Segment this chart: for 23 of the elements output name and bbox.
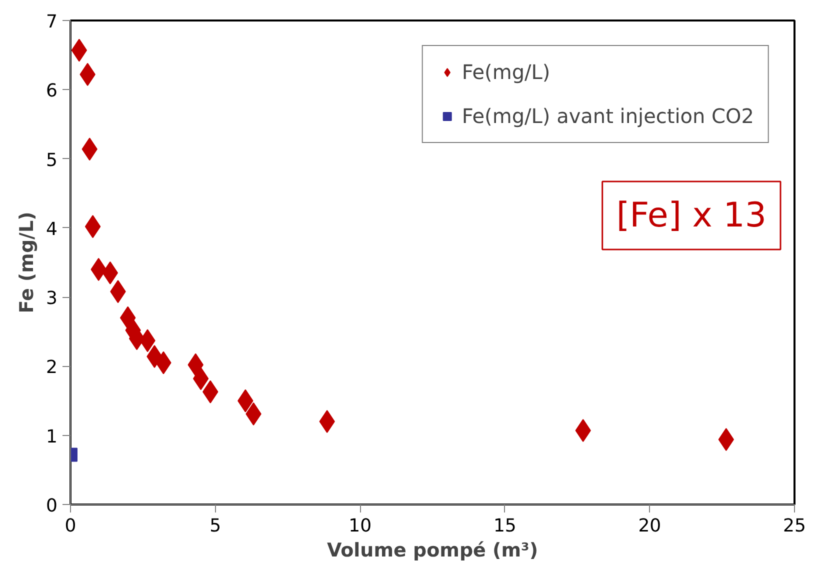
y-tick-label: 5 (46, 150, 58, 171)
x-tick-label: 25 (783, 516, 806, 536)
y-axis-title: Fe (mg/L) (16, 212, 38, 314)
point (192, 367, 209, 390)
y-tick-label: 4 (46, 218, 58, 240)
x-tick-label: 15 (493, 516, 516, 536)
legend-label: Fe(mg/L) (462, 60, 550, 84)
x-tick-label: 5 (210, 516, 222, 536)
x-tick-label: 0 (64, 516, 76, 536)
point (102, 261, 118, 284)
annotation: [Fe] x 13 (616, 196, 767, 236)
legend-label: Fe(mg/L) avant injection CO2 (462, 104, 754, 128)
y-tick-label: 3 (46, 288, 58, 310)
y-tick-label: 0 (46, 496, 58, 516)
x-tick-label: 20 (638, 516, 662, 536)
y-tick-label: 7 (46, 12, 58, 32)
point (84, 215, 101, 238)
y-tick-label: 2 (46, 357, 58, 378)
point (71, 38, 88, 62)
y-tick-label: 6 (46, 80, 58, 102)
y-tick-label: 1 (46, 426, 58, 448)
x-axis-title: Volume pompé (m³) (326, 540, 538, 562)
x-tick-label: 10 (348, 516, 372, 536)
